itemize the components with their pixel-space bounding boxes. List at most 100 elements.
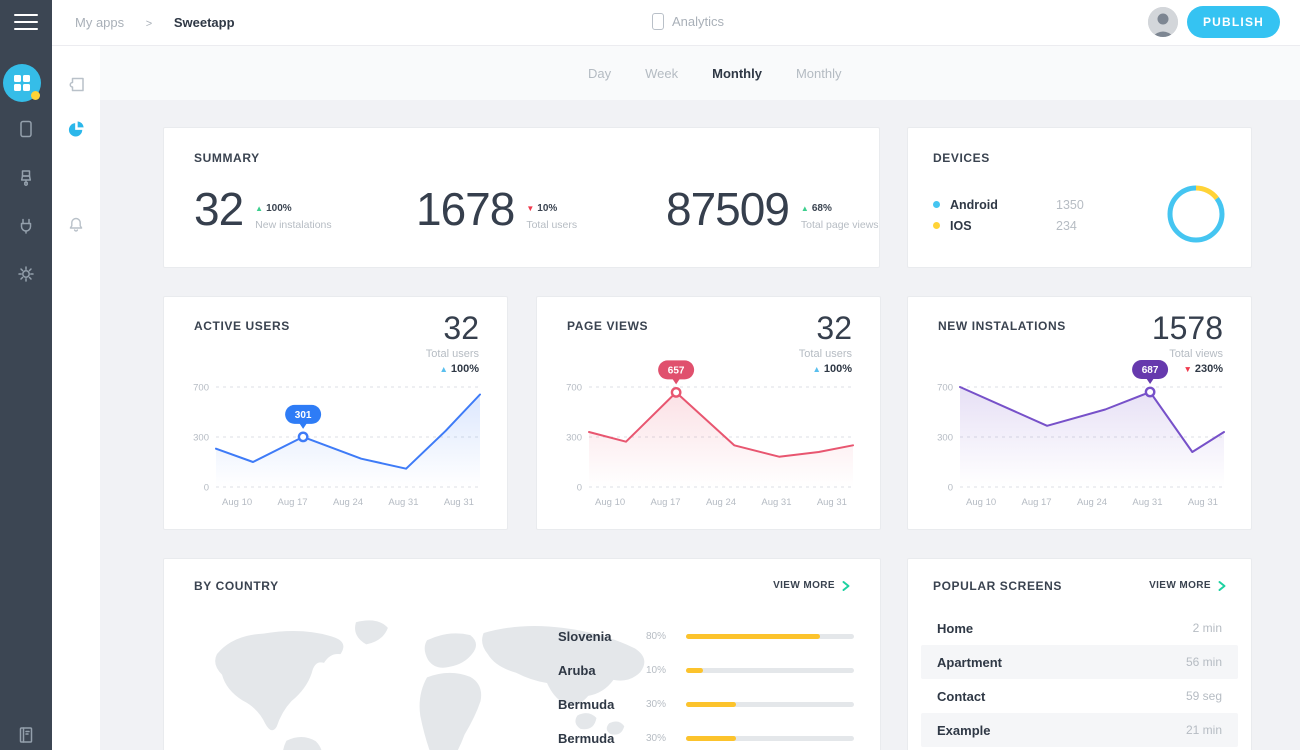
country-row: Slovenia 80% xyxy=(558,619,854,653)
screen-time: 56 min xyxy=(1185,655,1222,669)
new-instalations-card: NEW INSTALATIONS 1578 Total views ▼ 230% … xyxy=(907,296,1252,530)
area-fill xyxy=(216,394,480,487)
legend-item-android: Android 1350 xyxy=(933,194,1084,215)
page-views-line-chart: 700 300 0 Aug 10 Aug 17 Aug 24 Aug 31 Aug 31 657 xyxy=(566,360,854,508)
country-row: Bermuda 30% xyxy=(558,687,854,721)
area-fill xyxy=(960,387,1224,487)
y-tick-label: 700 xyxy=(193,383,209,394)
tooltip-value: 687 xyxy=(1142,365,1159,376)
tab-week[interactable]: Week xyxy=(645,65,679,81)
sidebar-item-analytics[interactable] xyxy=(66,119,86,139)
paint-brush-icon xyxy=(20,170,32,186)
chart-line xyxy=(588,391,854,458)
chart-total-label: Total users xyxy=(425,348,479,361)
country-row: Bermuda 30% xyxy=(558,721,854,750)
sidebar-item-apps[interactable] xyxy=(3,64,41,102)
summary-card: SUMMARY 32 ▲ 100% New instalations 1678 ▼… xyxy=(163,127,880,268)
view-more-button[interactable]: VIEW MORE xyxy=(1149,580,1226,591)
trend-up-icon: ▲ xyxy=(800,204,809,213)
screen-name: Home xyxy=(937,620,974,636)
x-tick-label: Aug 31 xyxy=(1132,497,1162,508)
metric-total-users: 1678 ▼ 10% Total users xyxy=(416,186,666,232)
avatar[interactable] xyxy=(1148,7,1178,37)
y-tick-label: 0 xyxy=(948,483,953,494)
screen-time: 59 seg xyxy=(1185,689,1222,703)
legend-value: 1350 xyxy=(1056,197,1084,212)
trend-up-icon: ▲ xyxy=(439,364,448,375)
metric-delta: 100% xyxy=(266,203,292,214)
tab-monthly[interactable]: Monthly xyxy=(712,65,762,81)
sidebar-item-notifications[interactable] xyxy=(66,214,86,234)
sidebar-item-theme[interactable] xyxy=(16,168,36,188)
tab-monthly-2[interactable]: Monthly xyxy=(795,65,842,81)
progress-bar xyxy=(686,701,854,707)
chart-delta-value: 230% xyxy=(1194,363,1223,376)
x-tick-label: Aug 24 xyxy=(333,497,363,508)
sidebar-item-settings[interactable] xyxy=(16,264,36,284)
devices-donut-chart xyxy=(1167,185,1225,243)
sidebar-item-devices[interactable] xyxy=(16,119,36,139)
view-more-button[interactable]: VIEW MORE xyxy=(773,580,850,591)
publish-button[interactable]: PUBLISH xyxy=(1187,6,1280,38)
menu-icon[interactable] xyxy=(14,14,38,32)
x-tick-label: Aug 24 xyxy=(1077,497,1107,508)
x-tick-label: Aug 31 xyxy=(761,497,791,508)
chevron-right-icon xyxy=(842,580,850,591)
trend-up-icon: ▲ xyxy=(812,364,821,375)
period-tab-bar: Day Week Monthly Monthly xyxy=(100,46,1300,100)
country-percent: 30% xyxy=(646,698,667,710)
screen-name: Example xyxy=(937,722,991,738)
metric-total-page-views: 87509 ▲ 68% Total page views xyxy=(666,186,879,232)
screen-time: 2 min xyxy=(1192,621,1222,635)
gear-icon xyxy=(18,266,34,282)
legend-dot xyxy=(933,201,940,208)
docs-icon xyxy=(19,727,33,743)
apps-grid-icon xyxy=(14,75,30,91)
metric-delta: 68% xyxy=(811,203,832,214)
sidebar-item-docs[interactable] xyxy=(16,725,36,745)
screen-row[interactable]: Contact 59 seg xyxy=(921,679,1238,713)
chart-tooltip xyxy=(1132,360,1169,379)
x-tick-label: Aug 10 xyxy=(966,497,996,508)
breadcrumb-current[interactable]: Sweetapp xyxy=(173,15,235,30)
screen-row[interactable]: Example 21 min xyxy=(921,713,1238,747)
x-tick-label: Aug 31 xyxy=(388,497,418,508)
secondary-sidebar xyxy=(52,46,100,750)
view-more-label: VIEW MORE xyxy=(773,580,835,591)
x-tick-label: Aug 17 xyxy=(650,497,680,508)
sidebar-item-integrations[interactable] xyxy=(16,216,36,236)
x-tick-label: Aug 31 xyxy=(1188,497,1218,508)
trend-down-icon: ▼ xyxy=(526,204,535,213)
new-instalations-line-chart: 700 300 0 Aug 10 Aug 17 Aug 24 Aug 31 Aug 31 687 xyxy=(937,360,1225,508)
progress-bar xyxy=(686,667,854,673)
x-tick-label: Aug 24 xyxy=(706,497,736,508)
notification-badge xyxy=(31,91,40,100)
legend-label: IOS xyxy=(950,218,972,233)
avatar-image xyxy=(1148,7,1178,37)
card-title: NEW INSTALATIONS xyxy=(938,319,1066,333)
screen-row[interactable]: Home 2 min xyxy=(921,611,1238,645)
card-title: ACTIVE USERS xyxy=(194,319,290,333)
screen-time: 21 min xyxy=(1185,723,1222,737)
page-views-card: PAGE VIEWS 32 Total users ▲ 100% 700 300 0 A… xyxy=(536,296,881,530)
y-tick-label: 0 xyxy=(204,483,209,494)
metric-value: 32 xyxy=(194,183,244,235)
device-icon xyxy=(20,120,32,138)
metric-value: 1678 xyxy=(416,183,515,235)
section-indicator: Analytics xyxy=(652,13,724,30)
sidebar-item-tickets[interactable] xyxy=(66,74,86,94)
pie-chart-icon xyxy=(68,121,84,137)
country-percent: 80% xyxy=(646,630,667,642)
chart-tooltip xyxy=(285,404,322,424)
screen-row[interactable]: Apartment 56 min xyxy=(921,645,1238,679)
section-label: Analytics xyxy=(672,14,725,29)
card-title: PAGE VIEWS xyxy=(567,319,649,333)
trend-down-icon: ▼ xyxy=(1183,364,1192,375)
breadcrumb-parent[interactable]: My apps xyxy=(75,15,125,30)
chart-total-label: Total views xyxy=(1169,348,1223,361)
tab-day[interactable]: Day xyxy=(588,65,612,81)
tablet-icon xyxy=(652,13,664,30)
card-title: SUMMARY xyxy=(194,151,260,165)
chart-delta-value: 100% xyxy=(450,363,479,376)
ticket-icon xyxy=(69,77,84,92)
